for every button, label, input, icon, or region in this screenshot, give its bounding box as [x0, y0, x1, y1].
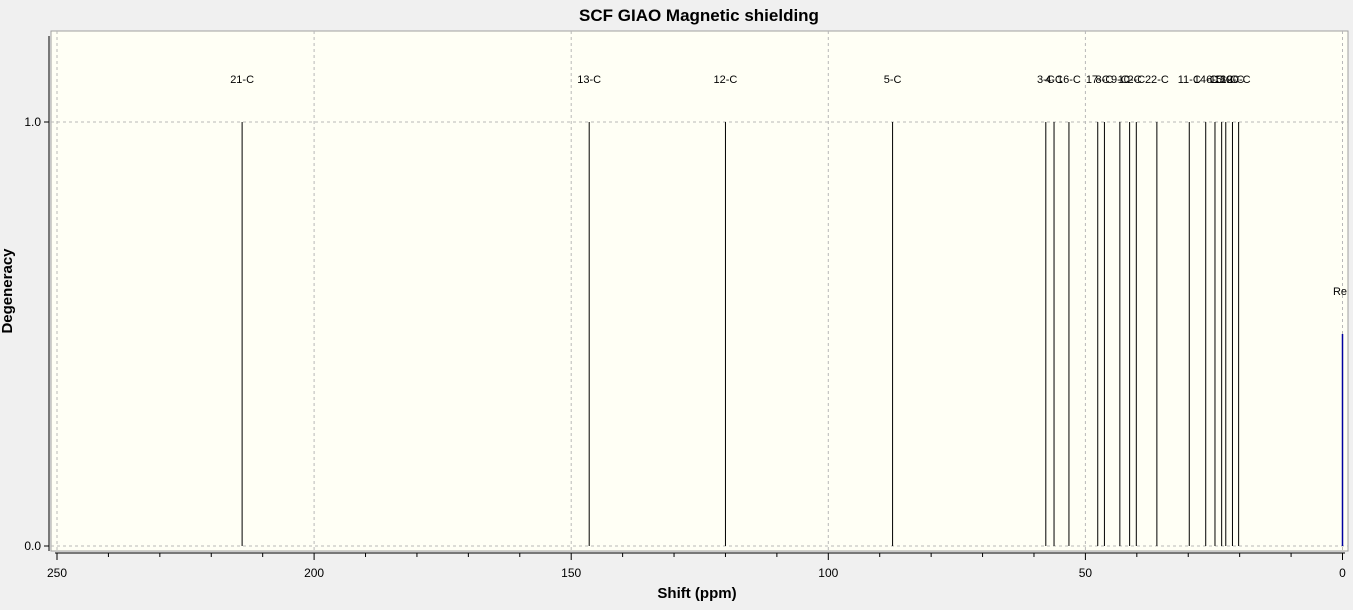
peak-label: 18-C: [1214, 74, 1238, 86]
peak-label: 2-C: [1127, 74, 1145, 86]
x-tick-label: 200: [304, 566, 324, 580]
x-tick-label: 100: [818, 566, 838, 580]
peak-label: 20-C: [1227, 74, 1251, 86]
peak-label: 5-C: [884, 74, 902, 86]
peak-label: 21-C: [230, 74, 254, 86]
peak-label: 12-C: [714, 74, 738, 86]
peak-label: 6-C: [1206, 74, 1224, 86]
peak-label: 4-C: [1045, 74, 1063, 86]
x-tick-label: 0: [1339, 566, 1346, 580]
plot-layer: 0.0 1.0 250 200 150 100 50 0 21-C 13-C 12-C 5-C 3-C4…: [24, 30, 1349, 580]
y-axis-label: Degeneracy: [0, 248, 16, 334]
plot-area: [50, 30, 1349, 552]
reference-label: Re: [1333, 286, 1347, 298]
peak-label: 15-C: [1210, 74, 1234, 86]
x-tick-label: 150: [561, 566, 581, 580]
peak-label: 19-C: [1221, 74, 1245, 86]
y-tick-label: 1.0: [24, 115, 41, 129]
peak-label: 22-C: [1145, 74, 1169, 86]
chart-title: SCF GIAO Magnetic shielding: [579, 6, 819, 25]
peak-label: 14-C: [1194, 74, 1218, 86]
peak-label: 9-C: [1111, 74, 1129, 86]
x-axis-label: Shift (ppm): [657, 585, 736, 602]
peak-label: 17-C: [1086, 74, 1110, 86]
peak-label: 11-C: [1178, 74, 1201, 86]
x-tick-label: 50: [1079, 566, 1093, 580]
y-tick-label: 0.0: [24, 539, 41, 553]
peak-label: 3-C: [1037, 74, 1055, 86]
peak-label: 10-C: [1118, 74, 1142, 86]
x-tick-label: 250: [47, 566, 67, 580]
peak-label: 16-C: [1057, 74, 1081, 86]
peak-label: 13-C: [577, 74, 601, 86]
peak-label: 8-C: [1096, 74, 1114, 86]
